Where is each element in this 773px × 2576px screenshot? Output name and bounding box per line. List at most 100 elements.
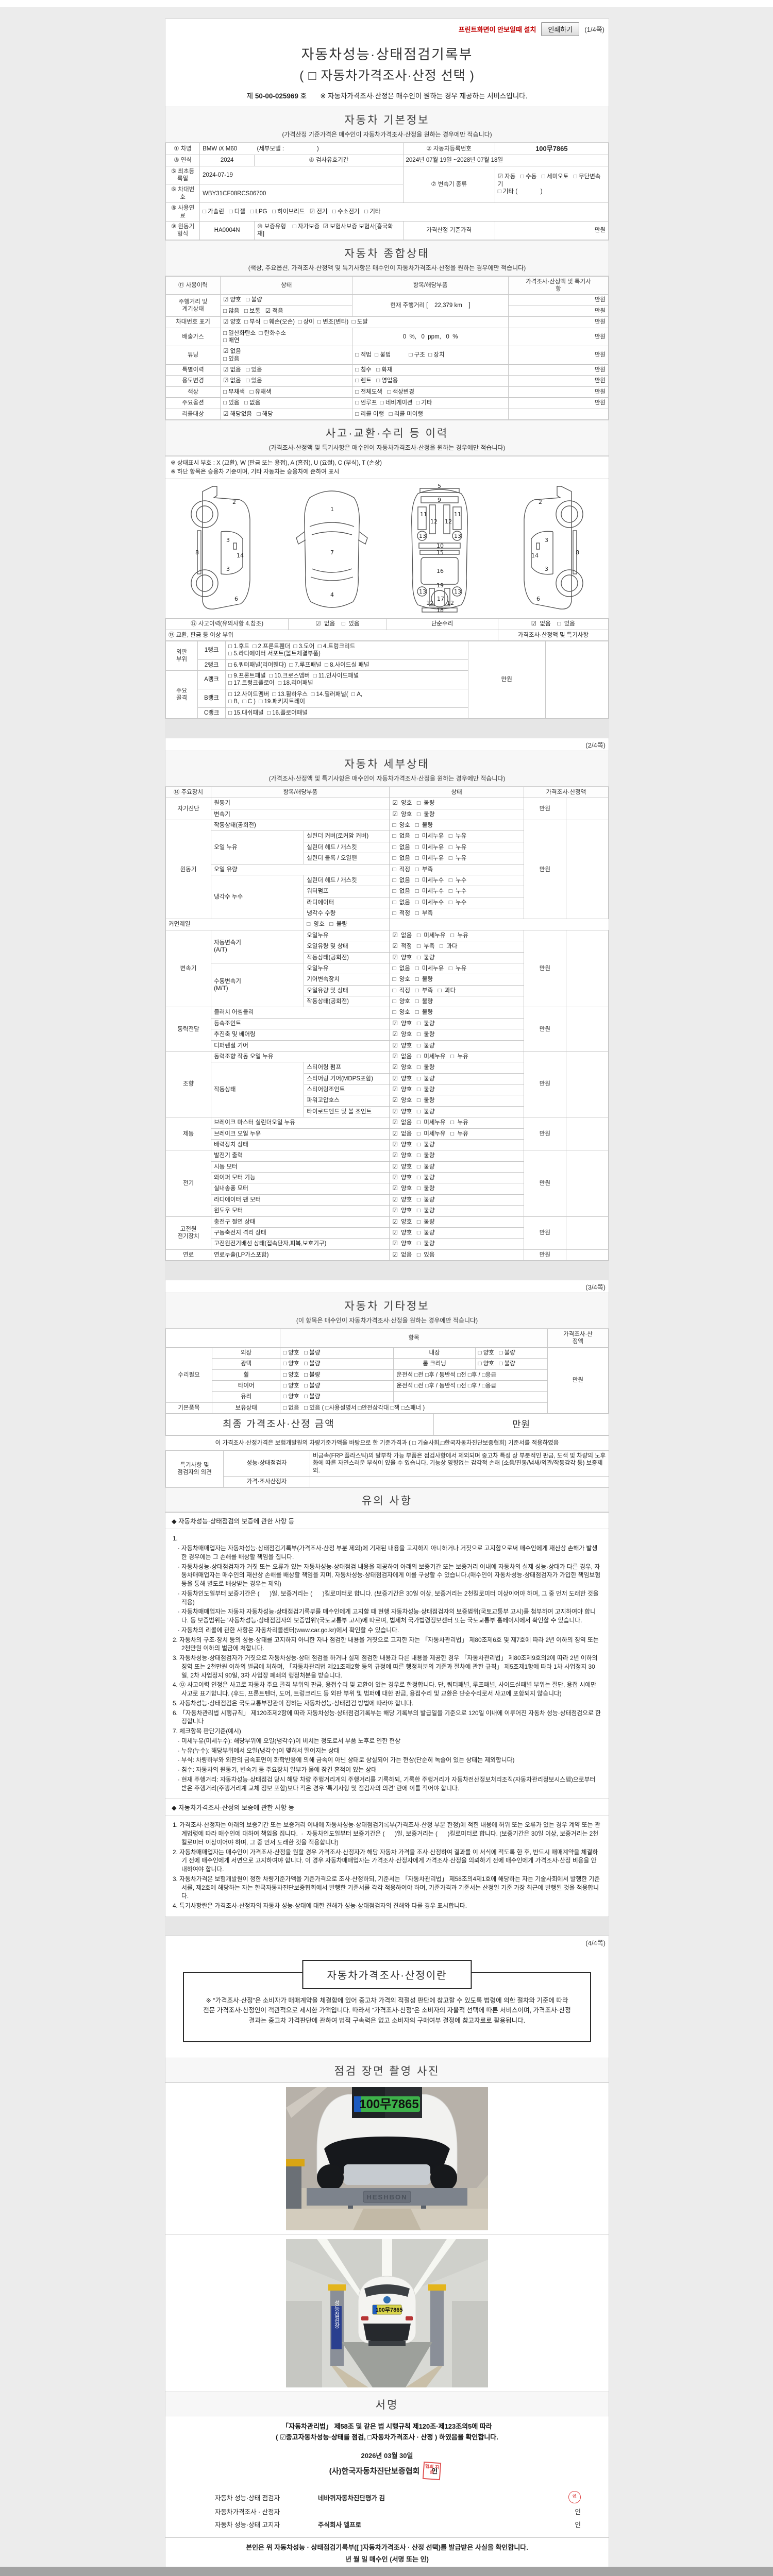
- accident-history-rows: ⑫ 사고이력(유의사항 4.참조) ☑ 없음 □ 있음 단순수리 ☑ 없음 □ 있음 ⑬…: [165, 618, 609, 641]
- cell: 상태: [389, 786, 524, 799]
- signer-label: 자동차 성능·상태 점검자: [215, 2494, 280, 2502]
- cell: [565, 1007, 609, 1052]
- price-definition-wrap: 자동차가격조사·산정이란 ※ “가격조사·산정”은 소비자가 매매계약을 체결함…: [165, 1948, 609, 2058]
- cell: 외장: [212, 1347, 281, 1359]
- svg-text:8: 8: [576, 549, 579, 556]
- notice-line: · 부식: 차량하부와 외판의 금속표면이 화학반응에 의해 금속이 아닌 상태…: [173, 1756, 515, 1764]
- cell: 만원: [523, 798, 566, 821]
- cell: 만원: [547, 1347, 609, 1414]
- cell: 항목: [280, 1329, 548, 1348]
- cell: [565, 1050, 609, 1118]
- cell: ☑ 없음 □ 미세누유 □ 누유: [389, 1050, 524, 1063]
- cell: ☑ 양호 □ 불량: [389, 1205, 524, 1217]
- cell: 가격조사·산정액 및 특기사항: [497, 629, 609, 641]
- cell: ☑ 없음 □ 있음: [288, 618, 387, 630]
- cell: □ 12.사이드멤버 □ 13.휠하우스 □ 14.필러패널( □ A, □ B…: [225, 688, 468, 708]
- svg-text:3: 3: [226, 537, 230, 544]
- notice-line: 7. 체크항목 판단기준(예시): [173, 1727, 241, 1735]
- cell: 자동변속기 (A/T): [211, 929, 305, 963]
- cell: HA0004N: [199, 221, 255, 240]
- signer-row-appraiser: 자동차가격조사 · 산정자 인: [215, 2506, 609, 2516]
- cell: ☑ 양호 □ 불량: [389, 1084, 524, 1096]
- signer-label: 자동차 성능·상태 고지자: [215, 2521, 280, 2529]
- notice-line: 6. 「자동차관리법 시행규칙」 제120조제2항에 따라 자동차성능·상태점검…: [173, 1709, 601, 1725]
- notice-line: · 현재 주행거리: 자동차성능·상태점검 당시 해당 차량 주행거리계의 주행…: [173, 1775, 597, 1792]
- cell: ☑ 자동 □ 수동 □ 세미오토 □ 무단변속기 □ 기타 ( ): [494, 165, 609, 204]
- cell: 라디에이터: [304, 896, 390, 909]
- cell: [508, 408, 609, 420]
- cell: 만원: [523, 1007, 566, 1052]
- car-damage-diagrams: 2 3 3 8 14 6 1 7 4: [165, 479, 609, 619]
- cell: □ 없음 □ 미세누유 □ 누유: [389, 962, 524, 975]
- cell: ☑ 양호 □ 불량: [389, 1018, 524, 1030]
- svg-text:3: 3: [545, 537, 548, 544]
- cell: [565, 929, 609, 1008]
- cell: 전기: [165, 1150, 212, 1217]
- cell: □ 일산화탄소 □ 탄화수소 □ 매연: [220, 327, 353, 347]
- cell: 2024년 07월 19일 ~2028년 07월 18일: [402, 155, 609, 166]
- cell: 오일 유량: [211, 863, 390, 875]
- cell: ☑ 양호 □ 불량: [389, 798, 524, 809]
- sign-org: (사)한국자동차진단보증협회: [329, 2466, 420, 2476]
- cell: ☑ 양호 □ 불량: [389, 1029, 524, 1041]
- cell: □ 없음 □ 미세누유 □ 누유: [389, 831, 524, 842]
- car-top-diagram: 1 7 4: [296, 490, 368, 608]
- cell: □ 가솔린 □ 디젤 □ LPG □ 하이브리드 ☑ 전기 □ 수소전기 □ 기…: [199, 202, 609, 222]
- notice-line: 4. ⑫ 사고이력 인정은 사고로 자동차 주요 골격 부위의 판금, 용접수리…: [173, 1681, 598, 1698]
- svg-text:12: 12: [430, 518, 438, 525]
- section-accident-header: 사고·교환·수리 등 이력 (가격조사·산정액 및 특기사항은 매수인이 자동차…: [165, 419, 609, 456]
- print-install-warning[interactable]: 프린트화면이 안보일때 설치: [458, 26, 536, 33]
- signature-body: 「자동차관리법」 제58조 및 같은 법 시행규칙 제120조·제123조의5에…: [165, 2416, 609, 2537]
- cell: 만원: [523, 1117, 566, 1151]
- svg-text:13: 13: [454, 588, 461, 595]
- cell: [565, 1117, 609, 1151]
- cell: 원동기: [165, 820, 212, 920]
- price-definition-text: ※ “가격조사·산정”은 소비자가 매매계약을 체결함에 있어 중고차 가격의 …: [203, 1996, 571, 2024]
- cell: 라디에이터 팬 모터: [211, 1194, 390, 1206]
- section-comp-title: 자동차 종합상태: [344, 247, 430, 260]
- panel-rank-table: 외판 부위 1랭크 □ 1.후드 □ 2.프론트휀더 □ 3.도어 □ 4.트렁크리…: [165, 640, 609, 719]
- svg-text:3: 3: [226, 566, 230, 572]
- cell: 용도변경: [165, 375, 221, 387]
- cell: □ 썬루프 □ 네비게이션 □ 기타: [352, 397, 509, 409]
- cell: 브레이크 마스터 실린더오일 누유: [211, 1117, 390, 1129]
- cell: □ 무채색 □ 유채색: [220, 386, 353, 398]
- svg-text:10: 10: [436, 543, 444, 549]
- cell: 오일 누유: [211, 831, 305, 865]
- notice-line: 3. 자동차성능·상태점검자가 거짓으로 자동차성능·상태 점검을 하거나 실제…: [173, 1654, 599, 1679]
- cell: □ 양호 □ 불량: [280, 1369, 394, 1381]
- section-other-note: (이 항목은 매수인이 자동차가격조사·산정을 원하는 경우에만 적습니다): [296, 1317, 478, 1325]
- svg-text:14: 14: [531, 552, 539, 559]
- cell: 만원: [508, 305, 609, 317]
- cell: 내장: [393, 1347, 476, 1359]
- cell: [393, 1391, 548, 1403]
- svg-text:18: 18: [436, 607, 444, 614]
- print-button[interactable]: 인쇄하기: [541, 22, 580, 36]
- inspection-photo-rear: 성능점검장 100무7865: [165, 2234, 609, 2392]
- notice-line: · 자동차의 리콜에 관한 사항은 자동차리콜센터(www.car.go.kr)…: [173, 1626, 399, 1634]
- cell: □ 양호 □ 불량: [304, 919, 390, 930]
- cell: 2024: [199, 155, 255, 166]
- cell: 배력장치 상태: [211, 1139, 390, 1151]
- cell: 만원: [508, 375, 609, 387]
- cell: 실린더 블록 / 오일팬: [304, 853, 390, 865]
- cell: 보유상태: [212, 1402, 281, 1414]
- section-sign-title: 서명: [375, 2399, 399, 2412]
- cell: 파워고압호스: [304, 1095, 390, 1107]
- car-underside-diagram: 5 9 11 11 12 12 13 13 10 15 16 19 13 13 12 12…: [411, 483, 468, 614]
- svg-text:19: 19: [436, 582, 444, 589]
- cell: ☑ 양호 □ 불량: [389, 1150, 524, 1162]
- cell: □ 양호 □ 불량: [475, 1347, 548, 1359]
- cell: 디퍼렌셜 기어: [211, 1040, 390, 1052]
- cell: 가격조사·산정액 및 특기사 항: [508, 276, 609, 295]
- notice-line: 5. 자동차성능·상태점검은 국토교통부장관이 정하는 자동차성능·상태점검 방…: [173, 1699, 414, 1707]
- cell: □ 양호 □ 불량: [280, 1358, 394, 1370]
- document-title: 자동차성능·상태점검기록부: [301, 47, 473, 62]
- cell: 오일누유: [304, 929, 390, 942]
- cell: 만원: [508, 327, 609, 347]
- notice-line: 1. 가격조사·산정자는 아래의 보증기간 또는 보증거리 이내에 자동차성능·…: [173, 1821, 600, 1846]
- svg-text:13: 13: [419, 588, 426, 595]
- cell: □ 양호 □ 불량: [280, 1391, 394, 1403]
- cell: ⑭ 주요장치: [165, 786, 212, 799]
